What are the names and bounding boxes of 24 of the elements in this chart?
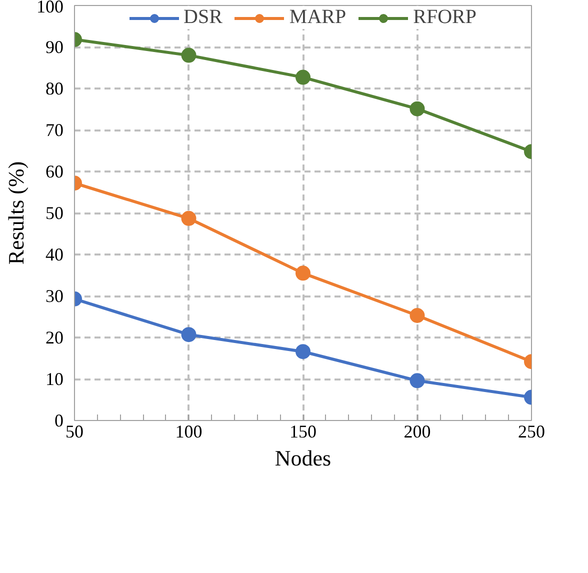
point (296, 344, 310, 360)
y-tick-label: 60 (46, 162, 64, 182)
y-tick-label: 20 (46, 328, 64, 348)
x-tick-label: 50 (66, 422, 84, 442)
legend-label: RFORP (413, 6, 476, 29)
point (296, 70, 310, 85)
y-tick-label: 30 (46, 286, 64, 306)
x-axis-title: Nodes (274, 446, 332, 470)
y-tick-label: 50 (46, 203, 64, 223)
x-tick-label: 100 (175, 422, 202, 442)
point (296, 266, 310, 281)
x-tick-label: 200 (404, 422, 431, 442)
x-tick-label: 150 (290, 422, 316, 442)
y-tick-label: 0 (54, 410, 64, 430)
y-tick-label: 90 (46, 37, 64, 57)
y-tick-label: 100 (36, 0, 64, 16)
legend-label: MARP (289, 6, 346, 29)
legend-label: DSR (184, 6, 222, 29)
y-tick-label: 70 (46, 120, 64, 140)
y-tick-label: 80 (46, 78, 64, 98)
y-tick-label: 10 (46, 369, 64, 389)
y-axis-title: Results (%) (4, 161, 28, 265)
x-tick-label: 250 (518, 422, 545, 442)
y-tick-label: 40 (46, 244, 64, 264)
